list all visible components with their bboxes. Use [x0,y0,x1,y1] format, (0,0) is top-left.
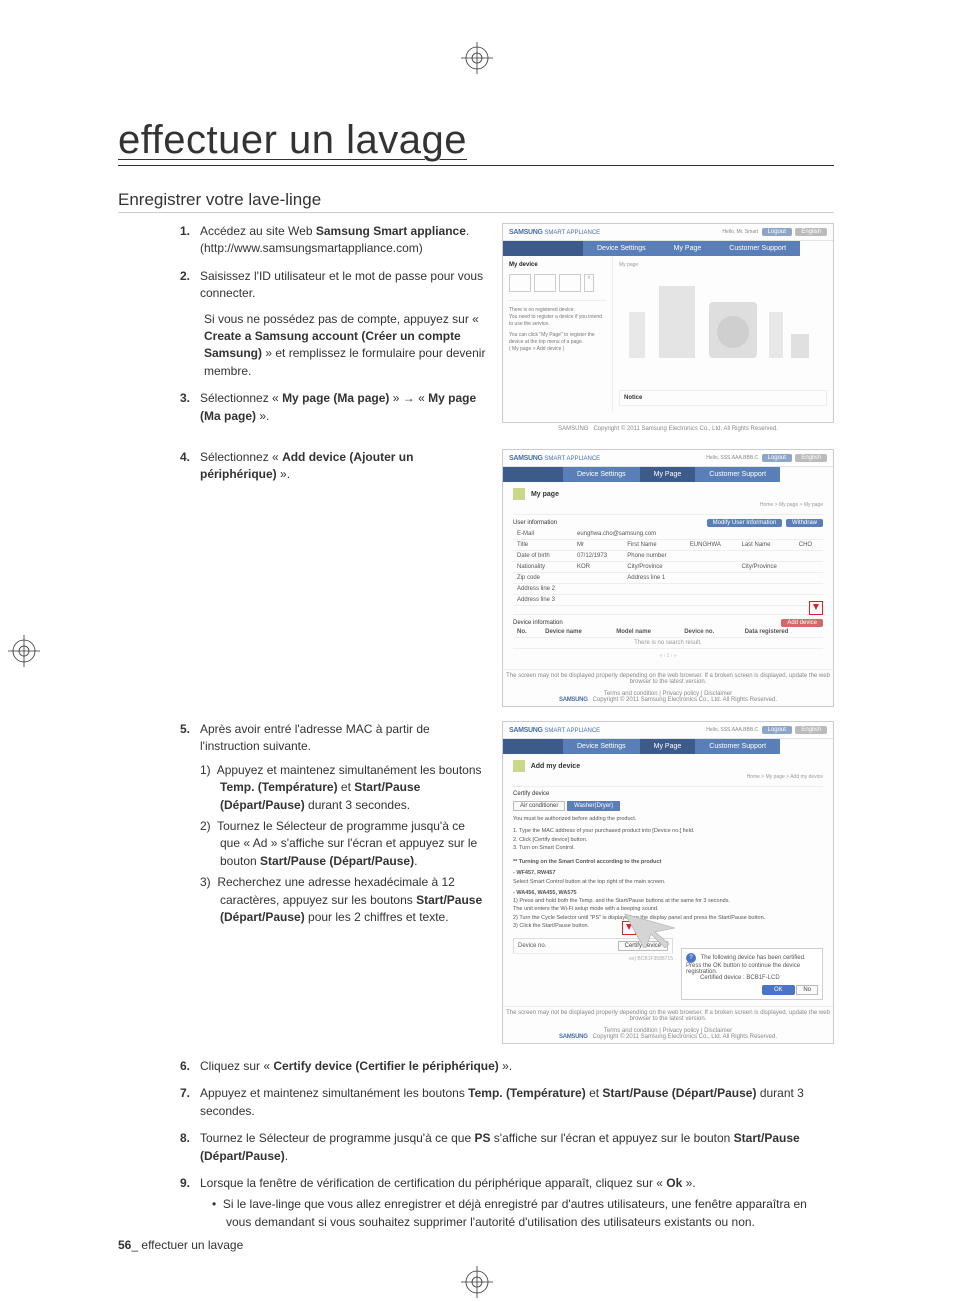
page-headline: effectuer un lavage [118,118,834,166]
section-subhead: Enregistrer votre lave-linge [118,190,834,213]
tab-my-page[interactable]: My Page [660,241,716,256]
ok-button[interactable]: OK [762,985,795,995]
samsung-url: (http://www.samsungsmartappliance.com) [200,241,423,255]
step-2: 2. Saisissez l'ID utilisateur et le mot … [118,268,488,380]
page-content: effectuer un lavage Enregistrer votre la… [118,118,834,1241]
page-footer: 56_ effectuer un lavage [118,1238,243,1252]
add-device-button[interactable]: Add device [781,619,823,627]
info-icon: ? [686,953,696,963]
crop-top [461,42,493,74]
step-5: 5. Après avoir entré l'adresse MAC à par… [118,721,488,930]
tab-device-settings[interactable]: Device Settings [583,241,660,256]
step-8: 8. Tournez le Sélecteur de programme jus… [118,1130,834,1165]
step-6: 6. Cliquez sur « Certify device (Certifi… [118,1058,834,1075]
screenshot-my-page: SAMSUNG SMART APPLIANCE Hello, SSS.AAA.B… [502,449,834,707]
red-callout-arrow-1 [809,601,823,615]
logout-button[interactable]: Logout [762,228,792,236]
appliance-image [619,272,827,364]
step-9: 9. Lorsque la fenêtre de vérification de… [118,1175,834,1231]
row-step-4: 4. Sélectionnez « Add device (Ajouter un… [118,449,834,707]
plus-icon [513,760,525,772]
modify-user-button[interactable]: Modify User Information [707,519,783,527]
tab-customer-support[interactable]: Customer Support [715,241,800,256]
screenshot-my-device: SAMSUNG SMART APPLIANCE Hello, Mr. Smart… [502,223,834,423]
tab-air-conditioner[interactable]: Air conditioner [513,801,565,811]
step-3: 3. Sélectionnez « My page (Ma page) » → … [118,390,488,425]
tab-home[interactable] [503,241,583,256]
step-7: 7. Appuyez et maintenez simultanément le… [118,1085,834,1120]
withdraw-button[interactable]: Withdraw [786,519,823,527]
cursor-arrow-icon [621,910,763,948]
mac-address-input[interactable] [556,939,570,954]
row-steps-1-3: 1. Accédez au site Web Samsung Smart app… [118,223,834,435]
user-icon [513,488,525,500]
step-1: 1. Accédez au site Web Samsung Smart app… [118,223,488,258]
screenshot-add-device: SAMSUNG SMART APPLIANCE Hello, SSS.AAA.B… [502,721,834,1044]
tab-washer[interactable]: Washer(Dryer) [567,801,620,811]
row-step-5: 5. Après avoir entré l'adresse MAC à par… [118,721,834,1044]
step-4: 4. Sélectionnez « Add device (Ajouter un… [118,449,488,484]
crop-bottom [461,1266,493,1298]
samsung-logo: SAMSUNG [509,229,543,236]
no-button[interactable]: No [796,985,818,995]
crop-left [8,635,40,667]
